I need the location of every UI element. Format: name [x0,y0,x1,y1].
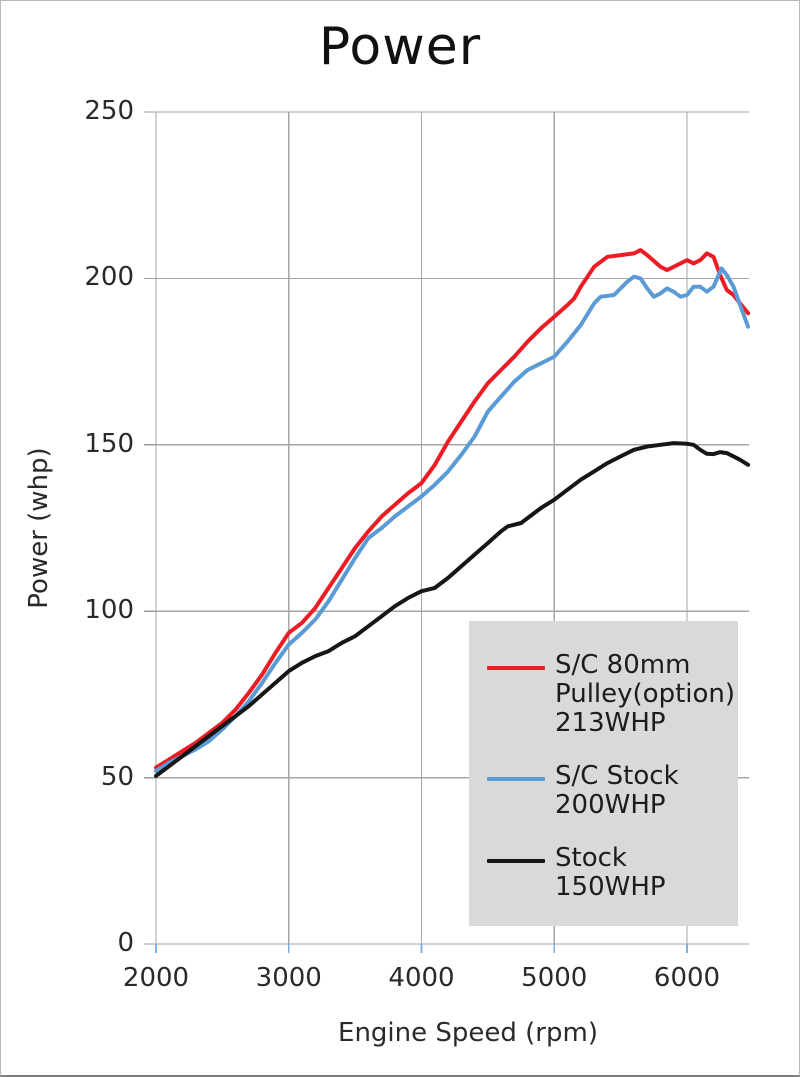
y-tick-label: 0 [117,928,134,958]
legend-line-swatch-red [487,666,545,670]
x-tick-label: 5000 [521,963,588,993]
legend-line-swatch-black [487,859,545,863]
chart-title: Power [318,17,482,77]
y-axis-title: Power (whp) [24,447,54,609]
y-tick-label: 250 [84,96,134,126]
y-tick-label: 200 [84,262,134,293]
legend-entry-sc-80mm-pulley: S/C 80mm Pulley(option) 213WHP [487,651,738,738]
legend-label: Stock 150WHP [555,843,666,902]
legend-label: S/C 80mm Pulley(option) 213WHP [555,650,736,738]
legend: S/C 80mm Pulley(option) 213WHP S/C Stock… [469,621,738,926]
x-axis-title: Engine Speed (rpm) [338,1018,598,1048]
x-tick-label: 6000 [653,963,721,993]
x-tick-label: 2000 [122,963,190,993]
legend-entry-sc-stock: S/C Stock 200WHP [487,762,738,820]
legend-label: S/C Stock 200WHP [555,761,679,820]
legend-line-swatch-blue [487,777,545,781]
y-tick-label: 50 [100,761,134,792]
x-tick-label: 3000 [255,963,322,993]
y-tick-label: 150 [84,428,134,459]
data-series-lines [154,248,751,778]
x-tick-label: 4000 [388,963,455,993]
legend-entry-stock: Stock 150WHP [487,844,738,902]
axis-ticks [144,111,688,953]
y-tick-label: 100 [84,595,134,626]
